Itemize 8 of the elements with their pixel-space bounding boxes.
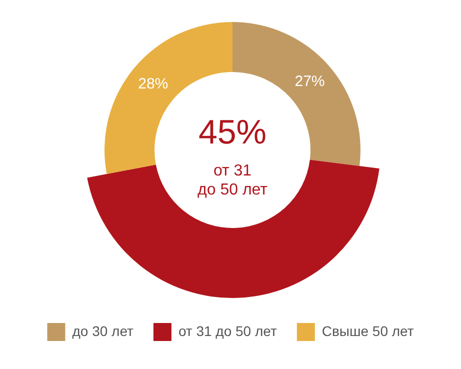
- text: 45%: [198, 113, 267, 152]
- legend-label: от 31 до 50 лет: [178, 322, 278, 339]
- data-label: 27%: [294, 73, 325, 90]
- legend-label: до 30 лет: [72, 322, 134, 339]
- data-label: 28%: [138, 75, 168, 92]
- text: от 31: [213, 162, 252, 180]
- legend-label: Свыше 50 лет: [322, 322, 414, 339]
- text: до 50 лет: [198, 181, 268, 198]
